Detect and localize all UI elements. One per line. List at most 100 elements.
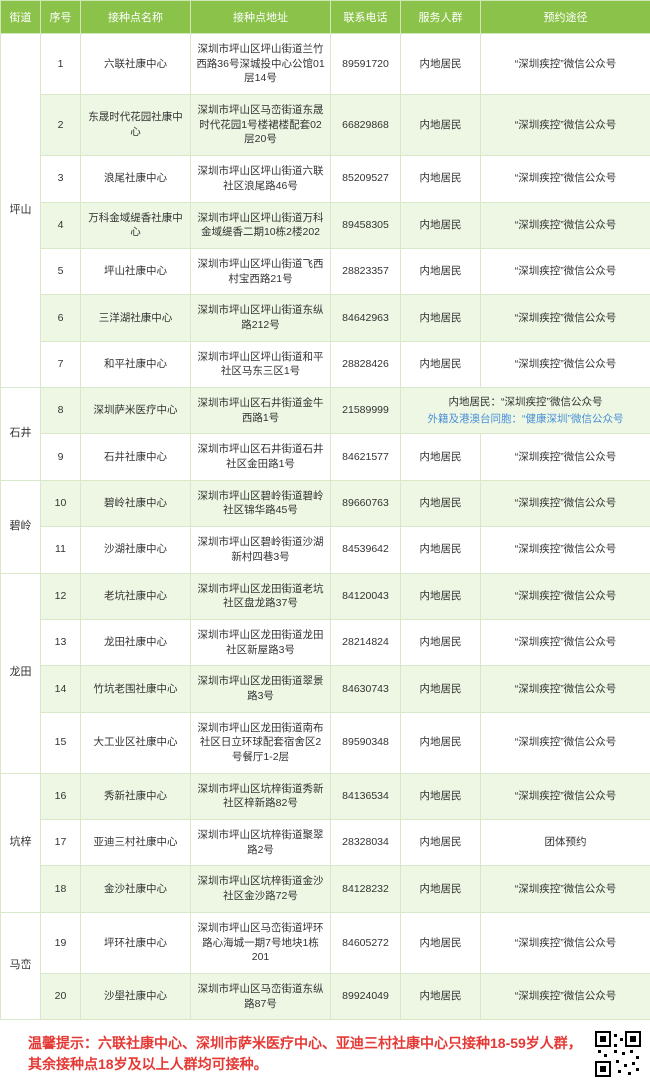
site-addr: 深圳市坪山区马峦街道坪环路心海城一期7号地块1栋201 [191,912,331,973]
table-row: 14竹坑老围社康中心深圳市坪山区龙田街道翠景路3号84630743内地居民“深圳… [1,666,650,712]
site-name: 秀新社康中心 [81,773,191,819]
site-addr: 深圳市坪山区碧岭街道碧岭社区锦华路45号 [191,480,331,526]
seq: 1 [41,34,81,95]
site-pop: 内地居民 [401,527,481,573]
site-pop: 内地居民 [401,912,481,973]
site-book: “深圳疾控”微信公众号 [481,248,650,294]
site-pop: 内地居民 [401,295,481,341]
seq: 17 [41,820,81,866]
site-pop: 内地居民 [401,434,481,480]
site-addr: 深圳市坪山区坪山街道六联社区浪尾路46号 [191,156,331,202]
site-tel: 84120043 [331,573,401,619]
site-pop: 内地居民 [401,573,481,619]
site-addr: 深圳市坪山区坑梓街道金沙社区金沙路72号 [191,866,331,912]
seq: 12 [41,573,81,619]
site-name: 三洋湖社康中心 [81,295,191,341]
site-addr: 深圳市坪山区石井街道金牛西路1号 [191,388,331,434]
col-header: 联系电话 [331,1,401,34]
site-tel: 84630743 [331,666,401,712]
site-tel: 28828426 [331,341,401,387]
site-tel: 84642963 [331,295,401,341]
site-pop: 内地居民 [401,866,481,912]
seq: 10 [41,480,81,526]
table-row: 2东晟时代花园社康中心深圳市坪山区马峦街道东晟时代花园1号楼裙楼配套02层20号… [1,95,650,156]
seq: 9 [41,434,81,480]
site-tel: 84136534 [331,773,401,819]
site-tel: 85209527 [331,156,401,202]
district-cell: 碧岭 [1,480,41,573]
site-name: 龙田社康中心 [81,619,191,665]
table-row: 18金沙社康中心深圳市坪山区坑梓街道金沙社区金沙路72号84128232内地居民… [1,866,650,912]
col-header: 接种点地址 [191,1,331,34]
site-book: “深圳疾控”微信公众号 [481,866,650,912]
table-row: 4万科金域缇香社康中心深圳市坪山区坪山街道万科金域缇香二期10栋2楼202894… [1,202,650,248]
site-tel: 28328034 [331,820,401,866]
footer-notice: 温馨提示：六联社康中心、深圳市萨米医疗中心、亚迪三村社康中心只接种18-59岁人… [8,1033,586,1075]
site-name: 亚迪三村社康中心 [81,820,191,866]
site-pop: 内地居民 [401,248,481,294]
table-row: 20沙壆社康中心深圳市坪山区马峦街道东纵路87号89924049内地居民“深圳疾… [1,973,650,1019]
site-addr: 深圳市坪山区马峦街道东纵路87号 [191,973,331,1019]
table-row: 碧岭10碧岭社康中心深圳市坪山区碧岭街道碧岭社区锦华路45号89660763内地… [1,480,650,526]
table-row: 6三洋湖社康中心深圳市坪山区坪山街道东纵路212号84642963内地居民“深圳… [1,295,650,341]
site-name: 深圳萨米医疗中心 [81,388,191,434]
site-name: 坪环社康中心 [81,912,191,973]
site-name: 老坑社康中心 [81,573,191,619]
site-addr: 深圳市坪山区坪山街道万科金域缇香二期10栋2楼202 [191,202,331,248]
table-row: 马峦19坪环社康中心深圳市坪山区马峦街道坪环路心海城一期7号地块1栋201846… [1,912,650,973]
site-book-special: 内地居民：“深圳疾控”微信公众号外籍及港澳台同胞：“健康深圳”微信公众号 [401,388,650,434]
site-name: 万科金域缇香社康中心 [81,202,191,248]
site-book: “深圳疾控”微信公众号 [481,973,650,1019]
col-header: 街道 [1,1,41,34]
site-addr: 深圳市坪山区马峦街道东晟时代花园1号楼裙楼配套02层20号 [191,95,331,156]
district-cell: 坑梓 [1,773,41,912]
site-name: 和平社康中心 [81,341,191,387]
site-book: “深圳疾控”微信公众号 [481,95,650,156]
seq: 3 [41,156,81,202]
site-addr: 深圳市坪山区坪山街道兰竹西路36号深城投中心公馆01层14号 [191,34,331,95]
site-book: “深圳疾控”微信公众号 [481,480,650,526]
site-tel: 84128232 [331,866,401,912]
site-name: 六联社康中心 [81,34,191,95]
site-addr: 深圳市坪山区碧岭街道沙湖新村四巷3号 [191,527,331,573]
col-header: 序号 [41,1,81,34]
site-name: 大工业区社康中心 [81,712,191,773]
site-pop: 内地居民 [401,619,481,665]
col-header: 预约途径 [481,1,650,34]
site-addr: 深圳市坪山区龙田街道南布社区日立环球配套宿舍区2号餐厅1-2层 [191,712,331,773]
site-tel: 89660763 [331,480,401,526]
site-tel: 89458305 [331,202,401,248]
site-addr: 深圳市坪山区坪山街道飞西村宝西路21号 [191,248,331,294]
col-header: 服务人群 [401,1,481,34]
seq: 14 [41,666,81,712]
seq: 11 [41,527,81,573]
site-tel: 89924049 [331,973,401,1019]
site-addr: 深圳市坪山区坪山街道和平社区马东三区1号 [191,341,331,387]
seq: 7 [41,341,81,387]
table-row: 13龙田社康中心深圳市坪山区龙田街道龙田社区新屋路3号28214824内地居民“… [1,619,650,665]
table-row: 7和平社康中心深圳市坪山区坪山街道和平社区马东三区1号28828426内地居民“… [1,341,650,387]
footer: 温馨提示：六联社康中心、深圳市萨米医疗中心、亚迪三村社康中心只接种18-59岁人… [0,1020,650,1088]
district-cell: 马峦 [1,912,41,1019]
site-tel: 28214824 [331,619,401,665]
site-addr: 深圳市坪山区坑梓街道秀新社区梓新路82号 [191,773,331,819]
site-book: “深圳疾控”微信公众号 [481,773,650,819]
site-tel: 21589999 [331,388,401,434]
seq: 6 [41,295,81,341]
table-row: 石井8深圳萨米医疗中心深圳市坪山区石井街道金牛西路1号21589999内地居民：… [1,388,650,434]
table-row: 11沙湖社康中心深圳市坪山区碧岭街道沙湖新村四巷3号84539642内地居民“深… [1,527,650,573]
site-pop: 内地居民 [401,95,481,156]
seq: 5 [41,248,81,294]
district-cell: 坪山 [1,34,41,388]
qr-code-icon [594,1030,642,1078]
site-tel: 89590348 [331,712,401,773]
table-row: 坪山1六联社康中心深圳市坪山区坪山街道兰竹西路36号深城投中心公馆01层14号8… [1,34,650,95]
seq: 4 [41,202,81,248]
seq: 19 [41,912,81,973]
seq: 13 [41,619,81,665]
site-book: “深圳疾控”微信公众号 [481,712,650,773]
site-book: 团体预约 [481,820,650,866]
site-addr: 深圳市坪山区坪山街道东纵路212号 [191,295,331,341]
site-addr: 深圳市坪山区坑梓街道聚翠路2号 [191,820,331,866]
site-book: “深圳疾控”微信公众号 [481,34,650,95]
